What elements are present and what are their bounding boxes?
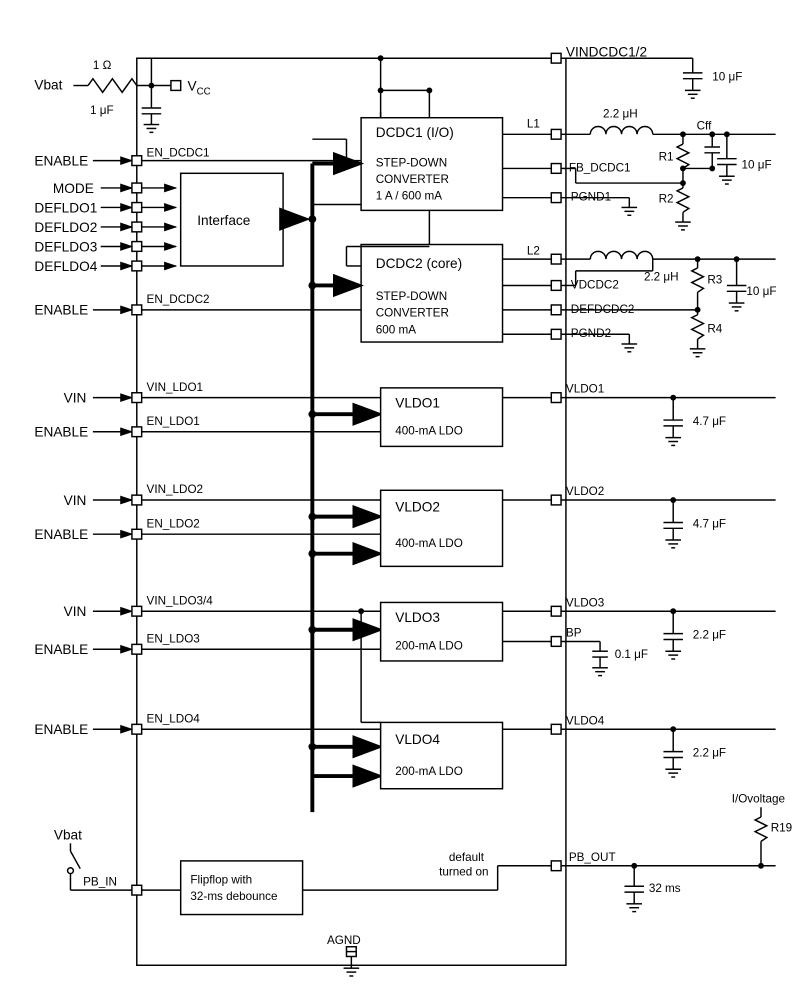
cap-vldo3-label: 2.2 μF <box>693 629 726 642</box>
cap-dcdc1-label: 10 μF <box>741 158 771 171</box>
r2-label: R2 <box>659 193 674 206</box>
en-ldo1-label: EN_LDO1 <box>147 415 200 428</box>
r3-label: R3 <box>707 274 722 287</box>
vin1-label: VIN <box>64 391 87 406</box>
cap-dcdc2-label: 10 μF <box>746 285 776 298</box>
enable-1: ENABLE <box>34 154 88 169</box>
dcdc2-title: DCDC2 (core) <box>376 256 462 271</box>
enable-3: ENABLE <box>34 425 88 440</box>
cff-label: Cff <box>697 119 712 132</box>
interface-label: Interface <box>197 213 250 228</box>
ind2-label: 2.2 μH <box>644 271 679 284</box>
vindcdc-label: VINDCDC1/2 <box>566 44 647 59</box>
cap-vldo1-label: 4.7 μF <box>693 415 726 428</box>
r4-label: R4 <box>707 322 722 335</box>
ind1-label: 2.2 μH <box>603 108 638 121</box>
cap-vindcdc-label: 10 μF <box>712 71 742 84</box>
vin2-label: VIN <box>64 493 87 508</box>
vldo1-sub-label: 400-mA LDO <box>395 425 463 438</box>
flipflop2-label: 32-ms debounce <box>190 890 277 903</box>
flipflop-block <box>181 861 303 915</box>
cap-vldo4-label: 2.2 μF <box>693 747 726 760</box>
en-dcdc2-label: EN_DCDC2 <box>147 293 210 306</box>
agnd-label: AGND <box>327 934 361 947</box>
vldo3-blk-label: VLDO3 <box>395 610 440 625</box>
dcdc2-sub3: 600 mA <box>376 323 416 336</box>
fb-dcdc1-label: FB_DCDC1 <box>569 161 631 174</box>
vldo4-blk-label: VLDO4 <box>395 732 440 747</box>
enable-6: ENABLE <box>34 722 88 737</box>
iov-label: I/Ovoltage <box>732 792 785 805</box>
en-ldo2-label: EN_LDO2 <box>147 517 200 530</box>
enable-2: ENABLE <box>34 303 88 318</box>
vldo1-blk-label: VLDO1 <box>395 395 440 410</box>
en-dcdc1-label: EN_DCDC1 <box>147 147 210 160</box>
cap-vldo2-label: 4.7 μF <box>693 517 726 530</box>
vldo3-sub-label: 200-mA LDO <box>395 639 463 652</box>
r19-label: R19 <box>771 822 792 835</box>
dcdc1-title: DCDC1 (I/O) <box>376 125 454 140</box>
vldo4-sub-label: 200-mA LDO <box>395 765 463 778</box>
dcdc1-sub1: STEP-DOWN <box>376 156 447 169</box>
pb-out-label: PB_OUT <box>569 851 616 864</box>
vldo1-pin-label: VLDO1 <box>566 383 604 396</box>
flipflop1-label: Flipflop with <box>190 873 252 886</box>
defldo4-label: DEFLDO4 <box>34 259 97 274</box>
defldo1-label: DEFLDO1 <box>34 200 97 215</box>
vbat-bot-label: Vbat <box>54 827 82 842</box>
r1-label: R1 <box>659 151 674 164</box>
l1-label: L1 <box>527 117 540 130</box>
vin-ldo2-label: VIN_LDO2 <box>147 483 204 496</box>
cap-bp-label: 0.1 μF <box>615 648 648 661</box>
vcc-sub: CC <box>197 86 211 97</box>
defldo3-label: DEFLDO3 <box>34 239 97 254</box>
en-ldo4-label: EN_LDO4 <box>147 712 201 725</box>
res-top-label: 1 Ω <box>93 59 112 72</box>
vbat-label: Vbat <box>34 77 62 92</box>
dcdc1-sub3: 1 A / 600 mA <box>376 190 442 203</box>
pb-out-32ms: 32 ms <box>649 882 681 895</box>
defldo2-label: DEFLDO2 <box>34 220 97 235</box>
vin-ldo34-label: VIN_LDO3/4 <box>147 594 214 607</box>
vldo2-pin-label: VLDO2 <box>566 485 604 498</box>
enable-4: ENABLE <box>34 527 88 542</box>
mode-label: MODE <box>53 181 94 196</box>
en-ldo3-label: EN_LDO3 <box>147 632 200 645</box>
dcdc2-sub2: CONVERTER <box>376 307 449 320</box>
vin-ldo1-label: VIN_LDO1 <box>147 381 204 394</box>
dcdc1-sub2: CONVERTER <box>376 173 449 186</box>
bp-label: BP <box>566 627 582 640</box>
pb-in-label: PB_IN <box>83 875 117 888</box>
vldo2-blk-label: VLDO2 <box>395 500 440 515</box>
vin3-label: VIN <box>64 604 87 619</box>
vdcdc2-label: VDCDC2 <box>571 278 619 291</box>
vldo4-pin-label: VLDO4 <box>566 714 605 727</box>
default2-label: turned on <box>439 866 488 879</box>
default1-label: default <box>449 851 485 864</box>
vldo3-pin-label: VLDO3 <box>566 596 604 609</box>
cap-vcc-label: 1 μF <box>90 104 114 117</box>
l2-label: L2 <box>527 244 540 257</box>
enable-5: ENABLE <box>34 642 88 657</box>
dcdc2-sub1: STEP-DOWN <box>376 290 447 303</box>
vldo2-sub-label: 400-mA LDO <box>395 537 463 550</box>
